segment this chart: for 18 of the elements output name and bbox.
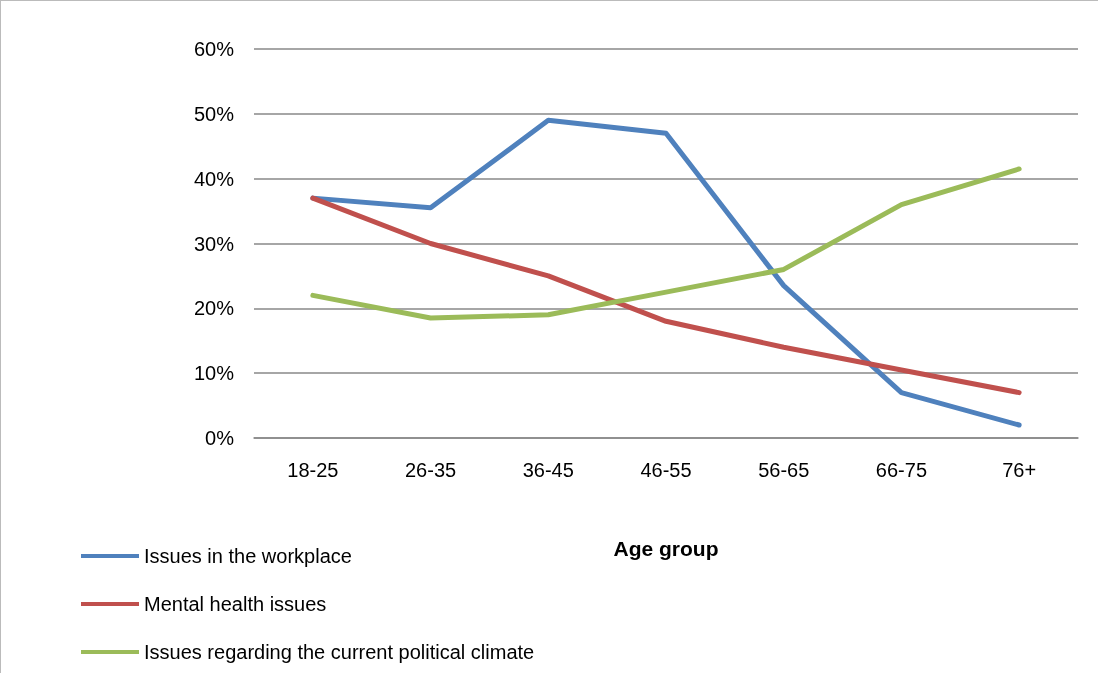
x-tick-label: 76+ [1002,459,1037,481]
y-tick-label: 40% [193,167,235,190]
x-tick-label: 56-65 [758,459,810,481]
x-axis-title: Age group [613,537,719,560]
x-tick-label: 46-55 [640,459,692,481]
legend-label: Issues in the workplace [144,545,352,567]
legend-label: Mental health issues [144,593,327,615]
x-tick-label: 66-75 [875,459,928,481]
y-tick-label: 10% [193,362,235,385]
y-tick-label: 50% [193,102,235,125]
x-tick-label: 26-35 [404,459,457,481]
x-tick-label: 18-25 [287,459,339,481]
y-tick-label: 60% [193,38,235,60]
y-tick-label: 20% [193,297,235,320]
y-tick-label: 0% [205,427,235,449]
y-tick-label: 30% [193,232,235,255]
legend-label: Issues regarding the current political climate [144,641,535,663]
x-tick-label: 36-45 [522,459,574,481]
